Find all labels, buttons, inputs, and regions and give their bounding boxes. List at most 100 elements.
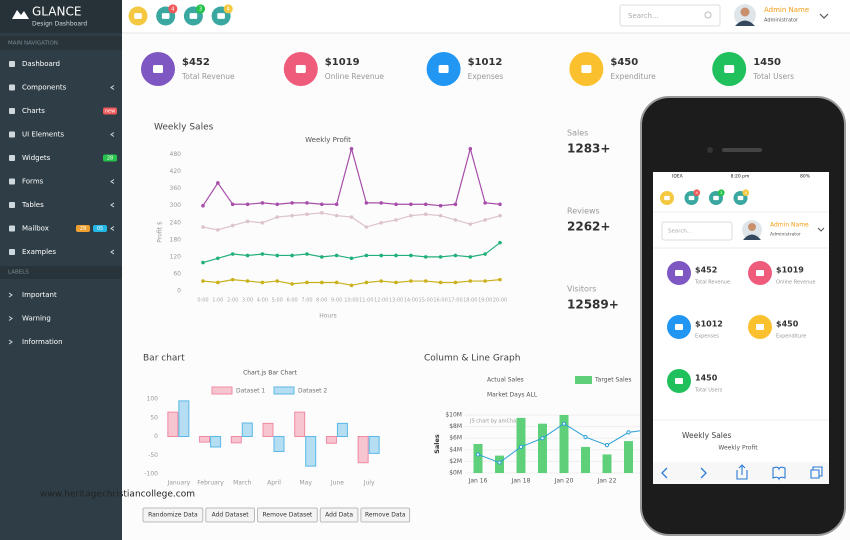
y-tick-label: 420	[170, 168, 182, 175]
search-icon	[704, 11, 712, 19]
line-point	[379, 201, 384, 205]
top-icon-glyph	[161, 13, 170, 19]
x-tick-label: Jan 22	[597, 478, 617, 485]
line-point	[498, 202, 502, 207]
line-point	[409, 279, 413, 283]
line-point	[305, 212, 309, 217]
line-point	[409, 253, 413, 258]
phone-camera	[707, 147, 713, 153]
x-tick-label: June	[330, 480, 344, 487]
chart-title: Weekly Profit	[305, 136, 351, 144]
y-tick-label: 120	[170, 253, 182, 260]
chart-button-label: Randomize Data	[148, 512, 198, 519]
y-tick-label: $10M	[445, 412, 462, 419]
chart-button-label: Add Data	[325, 512, 353, 519]
x-axis-label: Hours	[319, 313, 337, 320]
x-tick-label: 15:00	[419, 298, 433, 304]
chart-button[interactable]	[319, 507, 359, 523]
summary-value: 12589+	[567, 298, 619, 312]
line-point	[230, 277, 235, 282]
line-point	[290, 201, 294, 205]
toolbar-forward[interactable]	[700, 467, 707, 479]
nav-badge-text: 28	[107, 156, 113, 162]
line-point	[275, 253, 280, 258]
line-point	[260, 201, 265, 205]
stat-value: $452	[182, 57, 210, 68]
line-point	[379, 220, 384, 225]
chart-button[interactable]	[205, 507, 256, 523]
search-placeholder: Search...	[628, 12, 659, 20]
bar	[336, 422, 348, 437]
nav-item[interactable]	[0, 171, 122, 193]
nav-icon	[9, 225, 15, 232]
phone-user-chevron	[817, 227, 825, 232]
bar	[325, 436, 337, 444]
line-point	[438, 203, 443, 208]
toolbar-back[interactable]	[661, 467, 668, 479]
line-point	[438, 280, 443, 285]
nav-heading-band	[0, 36, 122, 50]
chart-button[interactable]	[360, 507, 411, 523]
line-point	[561, 421, 567, 426]
line-point	[201, 279, 205, 283]
line-point	[320, 255, 324, 259]
line-point	[394, 253, 398, 258]
top-icon-badge	[223, 4, 233, 14]
label-item: Warning	[22, 315, 51, 323]
chart-button[interactable]	[257, 507, 318, 523]
line-point	[216, 181, 220, 185]
nav-item[interactable]	[0, 194, 122, 216]
x-tick-label: April	[267, 480, 281, 487]
bar	[178, 400, 190, 437]
x-tick-label: 1:00	[212, 298, 223, 304]
phone-panel-title: Weekly Sales	[682, 431, 732, 440]
y-tick-label: $6M	[449, 435, 462, 442]
line-point	[453, 218, 458, 222]
phone-stat-value: $452	[695, 266, 717, 275]
column	[602, 454, 612, 473]
y-tick-label: 300	[170, 202, 182, 209]
line-point	[334, 202, 339, 207]
top-icon-badge-text: 3	[199, 7, 202, 13]
toolbar-bookmarks[interactable]	[772, 466, 786, 481]
nav-icon	[9, 178, 15, 185]
y-tick-label: $4M	[449, 446, 462, 453]
line-point	[275, 202, 280, 207]
nav-item[interactable]	[0, 241, 122, 263]
line-point	[394, 202, 398, 207]
stat-label: Online Revenue	[325, 72, 385, 81]
top-icon-badge-text: 3	[720, 190, 723, 195]
phone-search[interactable]	[661, 221, 733, 241]
toolbar-tabs[interactable]	[810, 466, 823, 479]
x-tick-label: 14:00	[404, 298, 418, 304]
y-tick-label: 100	[147, 396, 159, 403]
nav-icon	[9, 131, 15, 138]
chart-button[interactable]	[142, 507, 204, 523]
line-point	[260, 280, 265, 285]
phone-user-name: Admin Name	[770, 222, 809, 229]
labels-heading: LABELS	[8, 270, 29, 276]
stat-icon-glyph	[153, 65, 163, 73]
y-axis-label: Profit $	[157, 221, 164, 243]
nav-badge	[93, 225, 107, 232]
line-point	[409, 202, 413, 207]
chart-button-label: Add Dataset	[212, 512, 250, 519]
stat-icon-glyph	[295, 65, 306, 73]
phone-stat-value: 1450	[695, 374, 718, 383]
line-point	[349, 256, 354, 261]
tagline: Design Dashboard	[32, 21, 87, 28]
y-tick-label: 0	[154, 433, 158, 440]
nav-item[interactable]	[0, 53, 122, 75]
stat-label: Total Users	[752, 72, 794, 81]
top-icon-glyph	[713, 195, 719, 201]
nav-icon	[9, 202, 15, 208]
line-point	[498, 240, 502, 245]
phone-stat-label: Expenses	[695, 334, 719, 340]
toolbar-share[interactable]	[736, 464, 748, 480]
summary-value: 2262+	[567, 220, 610, 234]
stat-value: 1450	[753, 57, 781, 68]
nav-chevron	[110, 179, 115, 184]
top-icon-glyph	[664, 195, 670, 201]
y-tick-label: -100	[144, 471, 158, 478]
search-box[interactable]	[619, 4, 721, 27]
